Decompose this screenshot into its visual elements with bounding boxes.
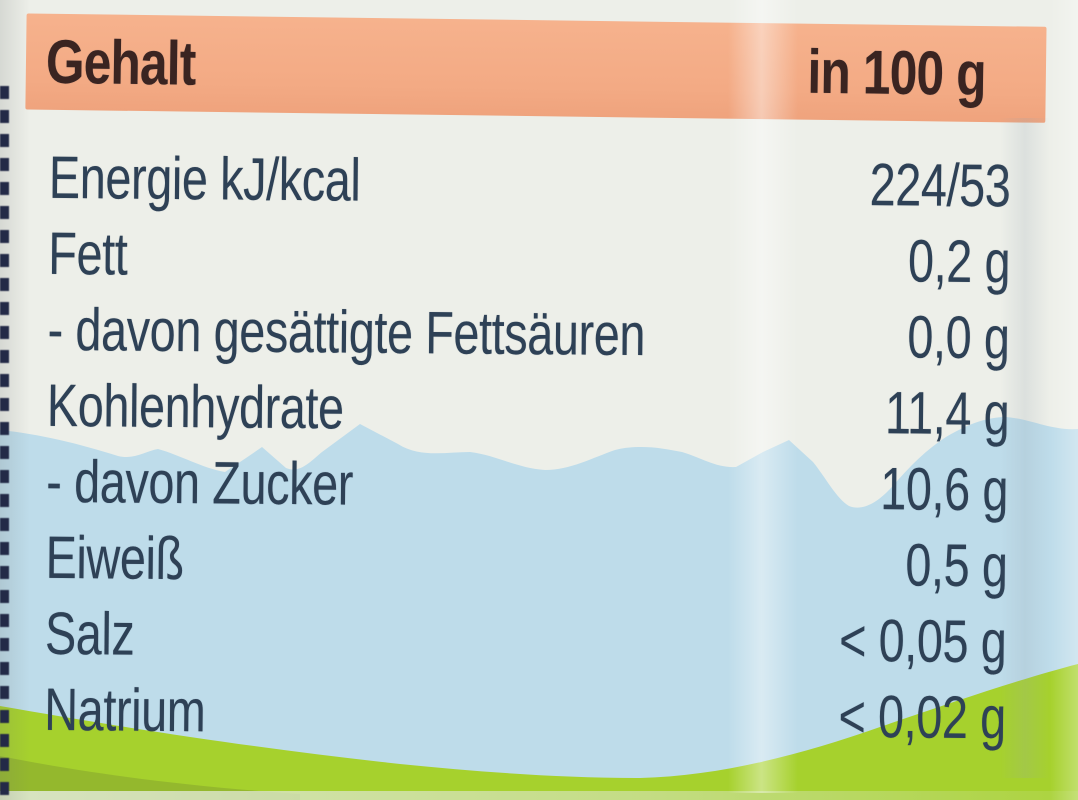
header-content-column: Gehalt (45, 27, 196, 99)
nutrient-label: - davon gesättigte Fettsäuren (47, 295, 646, 369)
nutrient-label: Salz (44, 599, 135, 668)
nutrient-label: Eiweiß (45, 523, 185, 593)
nutrient-value: 0,5 g (905, 531, 1008, 600)
nutrient-value: 0,0 g (907, 303, 1010, 372)
nutrient-label: - davon Zucker (46, 447, 354, 518)
meadow-shadow (0, 756, 300, 800)
nutrient-value: 224/53 (869, 151, 1012, 220)
label-bottom-edge (0, 791, 1078, 800)
jar-curvature-shadow (1000, 118, 1050, 778)
left-edge-dashes (0, 86, 9, 798)
jar-glare (728, 0, 798, 793)
nutrient-value: < 0,02 g (838, 682, 1007, 752)
table-row: Eiweiß 0,5 g (45, 520, 1008, 604)
table-row: Salz < 0,05 g (45, 596, 1008, 680)
meadow-hill (0, 664, 1078, 800)
nutrient-label: Fett (48, 219, 128, 288)
table-row: - davon gesättigte Fettsäuren 0,0 g (47, 292, 1010, 376)
nutrient-value: 11,4 g (884, 379, 1010, 448)
nutrient-label: Kohlenhydrate (46, 371, 345, 442)
nutrient-value: 10,6 g (880, 455, 1009, 524)
table-row: Energie kJ/kcal 224/53 (49, 140, 1012, 224)
nutrient-label: Natrium (44, 675, 206, 745)
table-rows: Energie kJ/kcal 224/53 Fett 0,2 g - davo… (44, 140, 1011, 756)
mountain-silhouette (0, 417, 1078, 800)
right-edge-highlight (1050, 0, 1078, 800)
table-row: - davon Zucker 10,6 g (46, 444, 1009, 528)
table-row: Fett 0,2 g (48, 216, 1011, 300)
nutrient-label: Energie kJ/kcal (48, 143, 361, 214)
table-row: Natrium < 0,02 g (44, 672, 1007, 756)
header-amount-column: in 100 g (807, 37, 987, 109)
nutrient-value: < 0,05 g (839, 606, 1008, 676)
table-row: Kohlenhydrate 11,4 g (47, 368, 1010, 452)
table-header: Gehalt in 100 g (25, 13, 1047, 123)
nutrient-value: 0,2 g (907, 227, 1011, 296)
